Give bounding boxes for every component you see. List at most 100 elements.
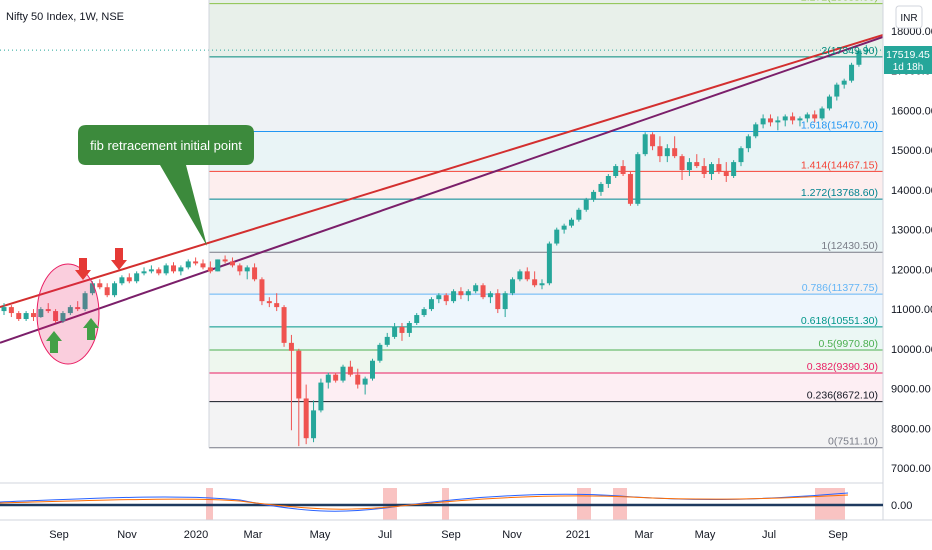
- candle-body: [480, 285, 486, 298]
- fib-label: 0.786(11377.75): [802, 282, 878, 294]
- candle-body: [252, 267, 258, 280]
- candle-body: [834, 84, 840, 97]
- candle-body: [679, 156, 685, 171]
- candle-body: [458, 291, 464, 296]
- indicator-line-orange: [0, 494, 849, 510]
- callout-annotation[interactable]: fib retracement initial point: [78, 125, 254, 246]
- candle-body: [288, 342, 294, 351]
- candle-body: [333, 374, 339, 381]
- candle-body: [694, 162, 700, 167]
- fib-label: 0.5(9970.80): [818, 338, 878, 350]
- price-tick-label: 12000.00: [891, 264, 932, 276]
- candle-body: [510, 279, 516, 294]
- candle-body: [650, 134, 656, 147]
- price-tick-label: 11000.00: [891, 304, 932, 316]
- fib-zone: [209, 326, 883, 350]
- candle-body: [701, 166, 707, 175]
- time-tick-label: 2020: [184, 529, 208, 541]
- candle-body: [554, 229, 560, 244]
- candle-body: [583, 199, 589, 210]
- candle-body: [156, 269, 162, 274]
- price-tick-label: 9000.00: [891, 384, 931, 396]
- bar-countdown: 1d 18h: [893, 62, 924, 73]
- candle-body: [193, 261, 199, 264]
- candle-body: [126, 277, 132, 282]
- candle-body: [384, 336, 390, 345]
- fib-label: 0(7511.10): [828, 436, 878, 448]
- trendline-purple[interactable]: [0, 36, 883, 344]
- candle-body: [451, 291, 457, 302]
- candle-body: [207, 267, 213, 272]
- candle-body: [856, 50, 862, 65]
- candle-body: [311, 410, 317, 439]
- time-axis[interactable]: Sep Nov 2020 Mar May Jul Sep Nov 2021 Mar May Jul Se…: [49, 529, 848, 541]
- candle-body: [826, 96, 832, 109]
- candle-body: [546, 243, 552, 284]
- candle-body: [841, 80, 847, 85]
- last-price-badge: 17519.45 1d 18h: [884, 46, 932, 74]
- candle-body: [325, 374, 331, 383]
- fib-label: 1.618(15470.70): [801, 119, 878, 131]
- candle-body: [119, 277, 125, 284]
- candle-body: [465, 291, 471, 296]
- trendlines[interactable]: [0, 34, 883, 344]
- candle-body: [782, 116, 788, 121]
- candle-body: [502, 293, 508, 310]
- time-tick-label: Nov: [502, 529, 522, 541]
- candle-body: [627, 174, 633, 204]
- candle-body: [200, 263, 206, 268]
- candle-body: [45, 309, 51, 312]
- fib-label: 2(17349.90): [821, 45, 878, 57]
- last-price-value: 17519.45: [886, 49, 930, 61]
- candle-body: [443, 295, 449, 302]
- time-tick-label: Jul: [762, 529, 776, 541]
- fib-zone: [209, 171, 883, 200]
- time-tick-label: Jul: [378, 529, 392, 541]
- candle-body: [274, 303, 280, 308]
- highlight-ellipse: [36, 263, 100, 365]
- price-axis[interactable]: 7000.00 8000.00 9000.00 10000.00 11000.00 120…: [891, 26, 932, 475]
- candle-body: [259, 279, 265, 302]
- candle-body: [812, 114, 818, 119]
- candle-body: [561, 225, 567, 230]
- candle-body: [672, 148, 678, 157]
- fib-zone: [209, 252, 883, 295]
- price-tick-label: 13000.00: [891, 225, 932, 237]
- candle-body: [229, 261, 235, 266]
- candle-body: [686, 162, 692, 171]
- candle-body: [790, 116, 796, 121]
- price-tick-label: 18000.00: [891, 26, 932, 38]
- candle-body: [421, 309, 427, 316]
- candle-body: [281, 307, 287, 343]
- candle-body: [178, 267, 184, 272]
- currency-badge[interactable]: INR: [895, 5, 923, 29]
- fib-zone: [209, 373, 883, 402]
- candle-body: [222, 259, 228, 262]
- candle-body: [60, 313, 66, 322]
- fib-level-lines: [0, 0, 883, 449]
- candle-body: [296, 350, 302, 399]
- candle-body: [97, 283, 103, 288]
- candle-body: [620, 166, 626, 175]
- candle-body: [745, 136, 751, 149]
- time-tick-label: Sep: [49, 529, 69, 541]
- candle-body: [1, 307, 7, 312]
- candle-body: [738, 148, 744, 163]
- price-tick-label: 10000.00: [891, 344, 932, 356]
- time-tick-label: Mar: [635, 529, 654, 541]
- candle-body: [797, 118, 803, 121]
- fib-label: 0.618(10551.30): [801, 315, 878, 327]
- candle-body: [30, 313, 36, 318]
- price-tick-label: 15000.00: [891, 145, 932, 157]
- arrow-down-icon: [75, 258, 91, 280]
- candle-body: [82, 293, 88, 310]
- candle-body: [731, 162, 737, 177]
- candle-body: [362, 378, 368, 385]
- candle-body: [664, 148, 670, 157]
- candle-body: [318, 382, 324, 411]
- candle-body: [532, 279, 538, 286]
- trendline-red[interactable]: [0, 34, 883, 309]
- arrow-up-icon: [83, 318, 99, 340]
- arrow-down-icon: [111, 248, 127, 270]
